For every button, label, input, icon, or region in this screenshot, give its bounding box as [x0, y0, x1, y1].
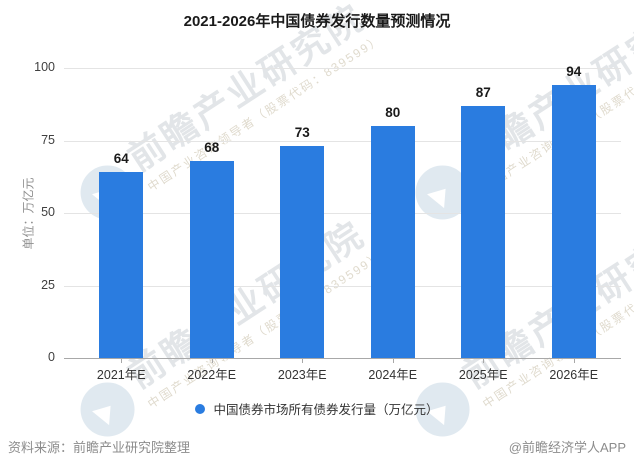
x-tick-label: 2026年E	[549, 368, 599, 382]
credit-text: @前瞻经济学人APP	[508, 440, 626, 455]
legend: 中国债券市场所有债券发行量（万亿元）	[0, 399, 634, 418]
gridline	[64, 140, 621, 142]
bar-value-label: 87	[475, 84, 491, 100]
source-text: 资料来源：前瞻产业研究院整理	[8, 440, 191, 455]
footer: 资料来源：前瞻产业研究院整理 @前瞻经济学人APP	[8, 437, 626, 456]
chart-title: 2021-2026年中国债券发行数量预测情况	[183, 13, 451, 30]
y-tick-label: 100	[34, 60, 55, 74]
bar-value-label: 64	[113, 151, 129, 167]
x-tick-label: 2023年E	[277, 368, 327, 382]
watermark-sub-text: 中国产业咨询领导者（股票代码：839599）	[144, 31, 385, 194]
watermark-sub-text: 中国产业咨询领导者（股票代码：839599）	[144, 248, 385, 411]
axis-tick	[483, 358, 485, 363]
bar-value-label: 68	[204, 139, 220, 155]
y-tick-label: 0	[48, 350, 55, 364]
watermark-stamp: 前瞻产业研究院 中国产业咨询领导者（股票代码：839599）	[402, 0, 634, 230]
y-tick-label: 25	[41, 277, 55, 292]
legend-label: 中国债券市场所有债券发行量（万亿元）	[213, 403, 439, 417]
axis-tick	[211, 358, 213, 363]
bar	[189, 160, 234, 358]
y-tick-label: 50	[41, 205, 55, 219]
bar-value-label: 94	[566, 64, 582, 80]
bar	[280, 146, 325, 358]
gridline	[64, 68, 621, 69]
axis-tick	[302, 358, 304, 363]
legend-marker-icon	[195, 403, 206, 414]
bar-value-label: 80	[385, 105, 401, 120]
x-tick-label: 2022年E	[187, 368, 237, 382]
gridline	[64, 213, 621, 214]
y-tick-label: 75	[41, 132, 55, 147]
axis-tick	[573, 358, 575, 363]
bar	[370, 126, 415, 358]
axis-tick	[121, 358, 123, 363]
x-tick-label: 2021年E	[96, 368, 146, 382]
x-tick-label: 2025年E	[458, 368, 508, 382]
bar-value-label: 73	[294, 125, 310, 141]
bar	[99, 172, 144, 358]
gridline	[64, 285, 621, 287]
x-axis-line	[64, 358, 621, 359]
axis-tick	[392, 358, 394, 363]
x-tick-label: 2024年E	[368, 368, 418, 382]
bar	[551, 85, 596, 358]
bar	[461, 105, 506, 358]
